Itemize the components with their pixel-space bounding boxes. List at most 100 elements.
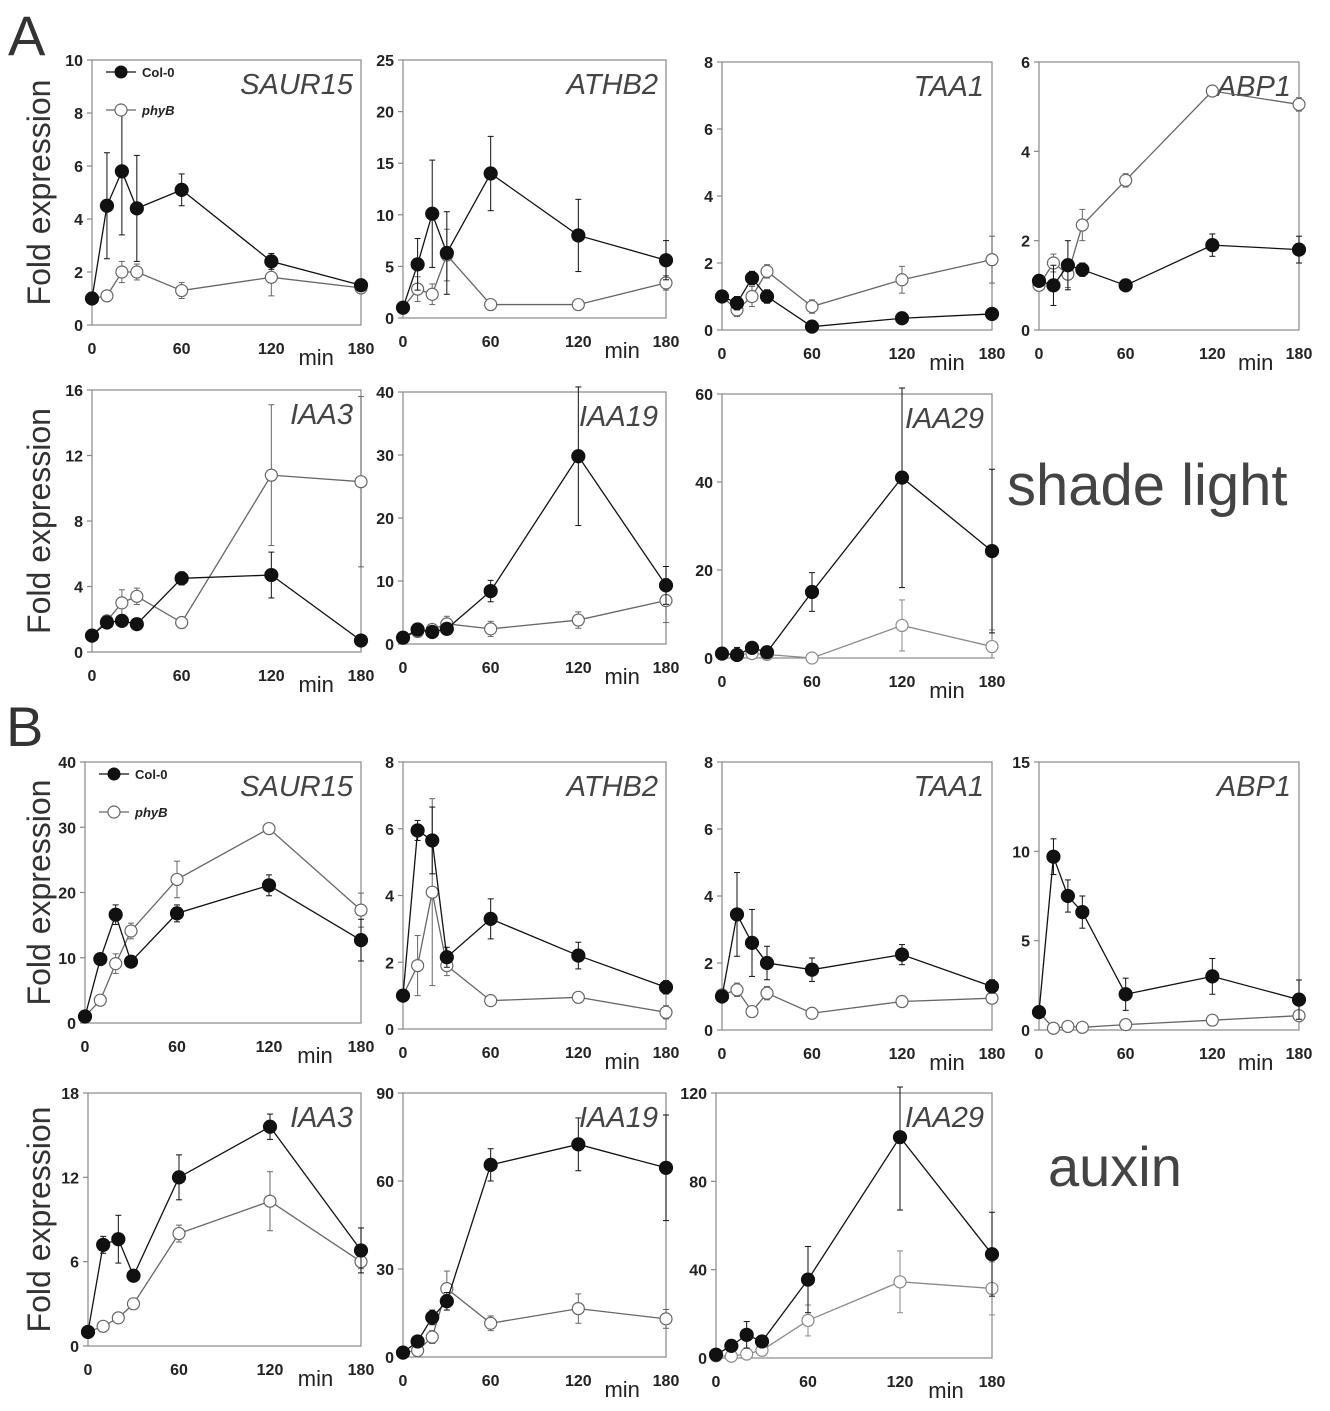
phyb-point xyxy=(659,1312,673,1326)
x-tick-label: 120 xyxy=(889,674,916,691)
y-tick-label: 2 xyxy=(385,955,394,972)
phyb-point xyxy=(263,1194,277,1208)
x-unit-label: min xyxy=(604,1049,639,1074)
phyb-point xyxy=(895,994,909,1009)
x-tick-label: 120 xyxy=(565,1373,592,1390)
col0-point xyxy=(759,289,775,304)
gene-title: IAA29 xyxy=(905,403,984,435)
gene-title: IAA3 xyxy=(290,1102,353,1134)
phyb-point xyxy=(659,1005,673,1019)
col0-point xyxy=(759,955,775,971)
phyb-point xyxy=(264,468,278,482)
col0-point xyxy=(264,567,279,583)
col0-point xyxy=(1031,273,1047,288)
col0-point xyxy=(262,1119,278,1134)
col0-point xyxy=(984,543,1000,559)
phyb-point xyxy=(175,615,189,630)
col0-point xyxy=(129,201,144,216)
x-unit-label: min xyxy=(928,1378,963,1403)
phyb-point xyxy=(895,618,909,633)
phyb-point xyxy=(985,991,999,1005)
chart-b-taa1: 0 2 4 6 8 0 60 120 180 min TAA1 xyxy=(704,755,1005,1075)
series-line-col0 xyxy=(721,476,993,656)
y-tick-label: 15 xyxy=(1012,755,1030,772)
x-tick-label: 60 xyxy=(803,1046,821,1063)
col0-point xyxy=(744,935,760,951)
legend-phyb-marker xyxy=(114,103,128,117)
col0-point xyxy=(714,989,730,1004)
y-tick-label: 30 xyxy=(376,448,394,465)
col0-point xyxy=(111,1232,126,1247)
x-tick-label: 0 xyxy=(718,1046,727,1063)
y-tick-label: 20 xyxy=(58,886,76,903)
col0-point xyxy=(729,296,745,311)
x-tick-label: 0 xyxy=(718,346,727,363)
x-tick-label: 60 xyxy=(482,1373,500,1390)
phyb-point xyxy=(1205,84,1219,98)
phyb-point xyxy=(1292,97,1306,112)
phyb-point xyxy=(111,1311,125,1325)
x-tick-label: 60 xyxy=(803,674,821,691)
x-tick-label: 60 xyxy=(482,1045,500,1062)
phyb-point xyxy=(96,1319,110,1333)
y-tick-label: 0 xyxy=(74,645,83,662)
phyb-point xyxy=(1205,1013,1219,1027)
x-tick-label: 60 xyxy=(799,1374,817,1391)
x-unit-label: min xyxy=(297,1043,332,1068)
col0-point xyxy=(169,906,185,921)
y-tick-label: 8 xyxy=(704,755,713,772)
col0-point xyxy=(425,206,440,221)
x-unit-label: min xyxy=(298,672,333,697)
x-tick-label: 60 xyxy=(803,346,821,363)
chart-a-saur15: 0 2 4 6 8 10 0 60 120 180 min SAUR15 Fold expression… xyxy=(21,53,374,370)
x-unit-label: min xyxy=(929,678,964,703)
y-axis-label: Fold expression xyxy=(21,780,57,1006)
x-tick-label: 60 xyxy=(173,668,191,685)
y-tick-label: 20 xyxy=(376,511,394,528)
x-tick-label: 180 xyxy=(348,668,375,685)
y-tick-label: 25 xyxy=(376,53,394,70)
x-tick-label: 120 xyxy=(565,334,592,351)
col0-point xyxy=(1060,888,1075,904)
y-tick-label: 90 xyxy=(376,1086,394,1103)
col0-point xyxy=(439,245,454,261)
legend-col0-label: Col-0 xyxy=(142,65,175,80)
phyb-point xyxy=(571,297,585,312)
y-tick-label: 40 xyxy=(58,755,76,772)
col0-point xyxy=(1075,262,1090,277)
col0-point xyxy=(353,633,369,648)
plot-frame xyxy=(87,1092,362,1347)
x-tick-label: 120 xyxy=(258,341,285,358)
x-tick-label: 120 xyxy=(1199,1046,1226,1063)
y-tick-label: 8 xyxy=(74,106,83,123)
col0-point xyxy=(571,948,586,963)
x-tick-label: 0 xyxy=(399,1373,408,1390)
series-line-col0 xyxy=(91,574,362,642)
col0-point xyxy=(804,319,820,334)
y-tick-label: 0 xyxy=(1021,1023,1030,1040)
auxin-label: auxin xyxy=(1048,1135,1182,1198)
col0-point xyxy=(744,640,760,655)
col0-point xyxy=(114,613,129,628)
y-tick-label: 60 xyxy=(376,1174,394,1191)
phyb-point xyxy=(895,273,909,287)
col0-point xyxy=(1291,242,1307,257)
col0-point xyxy=(658,980,674,995)
y-tick-label: 6 xyxy=(704,822,713,839)
col0-point xyxy=(658,1160,674,1175)
y-tick-label: 6 xyxy=(70,1255,79,1272)
y-tick-label: 4 xyxy=(704,889,713,906)
y-tick-label: 0 xyxy=(385,1350,394,1367)
col0-point xyxy=(1205,969,1220,984)
phyb-point xyxy=(1075,1020,1089,1034)
series-line-col0 xyxy=(721,276,993,328)
x-tick-label: 180 xyxy=(979,674,1006,691)
col0-point xyxy=(729,647,745,663)
x-tick-label: 60 xyxy=(168,1039,186,1056)
gene-title: IAA19 xyxy=(579,401,658,433)
col0-point xyxy=(714,289,730,304)
chart-a-iaa29: 0 20 40 60 0 60 120 180 min IAA29 xyxy=(695,387,1005,703)
x-tick-label: 120 xyxy=(889,1046,916,1063)
col0-point xyxy=(353,1243,369,1258)
x-tick-label: 0 xyxy=(88,341,97,358)
